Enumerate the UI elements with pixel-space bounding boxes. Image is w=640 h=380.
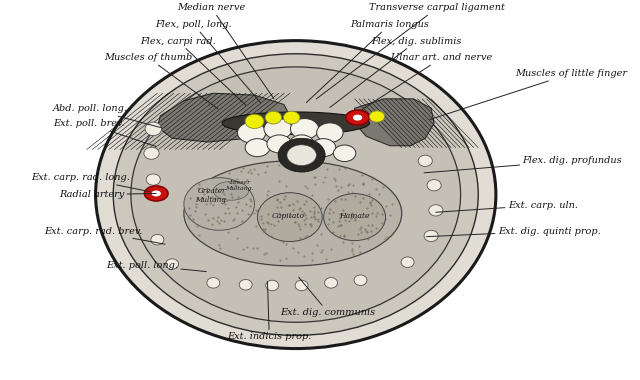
Ellipse shape xyxy=(424,230,438,242)
Ellipse shape xyxy=(295,280,308,291)
Ellipse shape xyxy=(151,234,164,245)
Text: Hamate: Hamate xyxy=(339,212,370,220)
Text: Ext. carp. uln.: Ext. carp. uln. xyxy=(436,201,578,212)
Ellipse shape xyxy=(184,161,402,266)
Ellipse shape xyxy=(324,194,385,241)
Text: Greater
Multang.: Greater Multang. xyxy=(196,187,228,204)
Text: Ext. indicis prop.: Ext. indicis prop. xyxy=(227,282,312,341)
Ellipse shape xyxy=(427,180,441,191)
Ellipse shape xyxy=(264,119,292,139)
Ellipse shape xyxy=(146,174,161,185)
Ellipse shape xyxy=(184,178,255,230)
Text: Flex, poll, long.: Flex, poll, long. xyxy=(156,21,260,103)
Ellipse shape xyxy=(291,119,319,139)
Ellipse shape xyxy=(418,155,433,166)
Text: Muscles of little finger: Muscles of little finger xyxy=(430,69,627,119)
Polygon shape xyxy=(157,93,290,142)
Text: Palmaris longus: Palmaris longus xyxy=(307,21,429,103)
Ellipse shape xyxy=(239,279,252,290)
Ellipse shape xyxy=(257,193,322,242)
Text: Flex. dig. profundus: Flex. dig. profundus xyxy=(424,156,622,173)
Text: Ext. dig. communis: Ext. dig. communis xyxy=(280,277,376,317)
Ellipse shape xyxy=(95,41,496,348)
Text: Ext. dig. quinti prop.: Ext. dig. quinti prop. xyxy=(426,226,600,237)
Ellipse shape xyxy=(237,122,266,143)
Circle shape xyxy=(152,190,161,196)
Ellipse shape xyxy=(245,114,264,128)
Text: Flex, dig. sublimis: Flex, dig. sublimis xyxy=(330,37,461,108)
Text: Capitato: Capitato xyxy=(272,212,305,220)
Text: Abd. poll. long.: Abd. poll. long. xyxy=(53,105,161,128)
Text: Radial artery: Radial artery xyxy=(59,190,156,199)
Text: Ext. carp. rad. brev.: Ext. carp. rad. brev. xyxy=(44,226,165,244)
Ellipse shape xyxy=(429,205,443,216)
Ellipse shape xyxy=(311,139,336,157)
Text: Lesser
Multang.: Lesser Multang. xyxy=(225,180,254,191)
Ellipse shape xyxy=(354,275,367,285)
Ellipse shape xyxy=(266,280,278,291)
Ellipse shape xyxy=(265,111,282,124)
Ellipse shape xyxy=(401,257,414,268)
Ellipse shape xyxy=(213,182,249,200)
Circle shape xyxy=(346,110,369,125)
Text: Muscles of thumb: Muscles of thumb xyxy=(104,54,218,109)
Ellipse shape xyxy=(166,259,179,269)
Text: Ext. poll. long.: Ext. poll. long. xyxy=(106,261,206,272)
Circle shape xyxy=(353,115,362,120)
Ellipse shape xyxy=(267,135,292,153)
Ellipse shape xyxy=(145,122,161,136)
Ellipse shape xyxy=(222,112,369,135)
Circle shape xyxy=(145,186,168,201)
Text: Ext. carp. rad. long.: Ext. carp. rad. long. xyxy=(31,173,150,192)
Ellipse shape xyxy=(333,145,356,162)
Text: Ext. poll. brev.: Ext. poll. brev. xyxy=(53,119,156,147)
Ellipse shape xyxy=(369,111,385,122)
Ellipse shape xyxy=(284,111,300,124)
Ellipse shape xyxy=(245,139,270,157)
Text: Ulnar art. and nerve: Ulnar art. and nerve xyxy=(362,54,492,110)
Text: Transverse carpal ligament: Transverse carpal ligament xyxy=(316,3,505,99)
Ellipse shape xyxy=(207,278,220,288)
Text: Flex, carpi rad.: Flex, carpi rad. xyxy=(141,37,246,105)
Polygon shape xyxy=(355,99,434,146)
Ellipse shape xyxy=(317,123,343,142)
Ellipse shape xyxy=(131,67,461,322)
Ellipse shape xyxy=(289,135,314,153)
Ellipse shape xyxy=(113,54,478,336)
Ellipse shape xyxy=(324,278,337,288)
Ellipse shape xyxy=(287,145,316,166)
Ellipse shape xyxy=(278,138,325,172)
Ellipse shape xyxy=(144,147,159,159)
Text: Median nerve: Median nerve xyxy=(177,3,274,99)
